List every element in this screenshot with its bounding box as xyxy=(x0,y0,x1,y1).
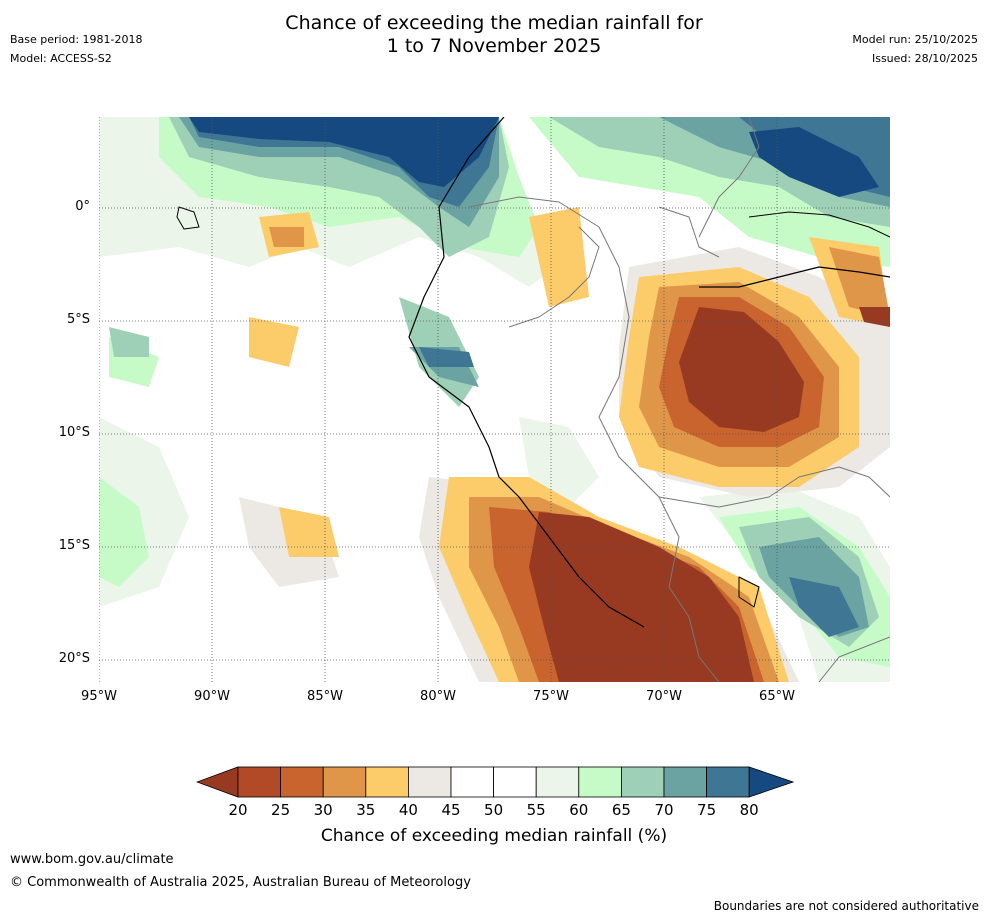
colorbar-extend-low xyxy=(196,766,239,798)
wet-anomaly-very-strong-regions xyxy=(189,117,879,197)
colorbar-tick-label: 65 xyxy=(611,801,631,819)
colorbar-title: Chance of exceeding median rainfall (%) xyxy=(320,826,668,846)
footer-copyright: © Commonwealth of Australia 2025, Austra… xyxy=(10,875,471,890)
lon-label-85w: 85°W xyxy=(307,689,343,704)
colorbar-cell xyxy=(578,766,622,798)
lon-label-70w: 70°W xyxy=(646,689,682,704)
title-line-2: 1 to 7 November 2025 xyxy=(386,35,602,57)
issued-text: Issued: 28/10/2025 xyxy=(871,52,978,65)
rainfall-map xyxy=(99,117,890,682)
colorbar-cell xyxy=(322,766,367,798)
colorbar-cell xyxy=(407,766,452,798)
colorbar-tick-label: 25 xyxy=(271,801,291,819)
lon-label-95w: 95°W xyxy=(81,689,117,704)
colorbar xyxy=(196,766,794,798)
footer-url[interactable]: www.bom.gov.au/climate xyxy=(10,852,174,867)
colorbar-cell xyxy=(365,766,409,798)
lon-label-65w: 65°W xyxy=(759,689,795,704)
meta-right: Model run: 25/10/2025 Issued: 28/10/2025 xyxy=(852,30,978,68)
colorbar-cell xyxy=(280,766,324,798)
coastline-and-borders xyxy=(176,117,890,682)
lon-label-90w: 90°W xyxy=(194,689,230,704)
graticule xyxy=(99,117,890,682)
colorbar-tick-label: 55 xyxy=(526,801,546,819)
colorbar-tick-label: 50 xyxy=(484,801,504,819)
colorbar-cell xyxy=(535,766,580,798)
colorbar-cell xyxy=(450,766,494,798)
title-line-1: Chance of exceeding the median rainfall … xyxy=(285,12,703,34)
colorbar-tick-label: 35 xyxy=(356,801,376,819)
colorbar-tick-label: 30 xyxy=(313,801,333,819)
base-period-text: Base period: 1981-2018 xyxy=(10,33,143,46)
lat-label-20s: 20°S xyxy=(58,651,90,666)
map-title: Chance of exceeding the median rainfall … xyxy=(0,12,988,58)
colorbar-cell xyxy=(493,766,537,798)
colorbar-extend-high xyxy=(748,766,794,798)
colorbar-tick-label: 80 xyxy=(739,801,759,819)
colorbar-tick-label: 45 xyxy=(441,801,461,819)
lon-label-75w: 75°W xyxy=(533,689,569,704)
footer-disclaimer: Boundaries are not considered authoritat… xyxy=(713,899,979,913)
colorbar-cell xyxy=(620,766,665,798)
lat-label-15s: 15°S xyxy=(58,538,90,553)
meta-left: Base period: 1981-2018 Model: ACCESS-S2 xyxy=(10,30,142,68)
colorbar-cell xyxy=(663,766,707,798)
colorbar-tick-label: 40 xyxy=(398,801,418,819)
lat-label-10s: 10°S xyxy=(58,425,90,440)
dry-anomaly-very-strong-regions xyxy=(529,307,890,682)
colorbar-tick-label: 70 xyxy=(654,801,674,819)
model-text: Model: ACCESS-S2 xyxy=(10,52,112,65)
lat-label-0: 0° xyxy=(75,199,90,214)
colorbar-cell xyxy=(706,766,750,798)
colorbar-cell xyxy=(237,766,281,798)
colorbar-tick-label: 20 xyxy=(228,801,248,819)
lon-label-80w: 80°W xyxy=(420,689,456,704)
lat-label-5s: 5°S xyxy=(66,312,90,327)
model-run-text: Model run: 25/10/2025 xyxy=(852,33,978,46)
colorbar-tick-label: 60 xyxy=(569,801,589,819)
colorbar-tick-label: 75 xyxy=(697,801,717,819)
